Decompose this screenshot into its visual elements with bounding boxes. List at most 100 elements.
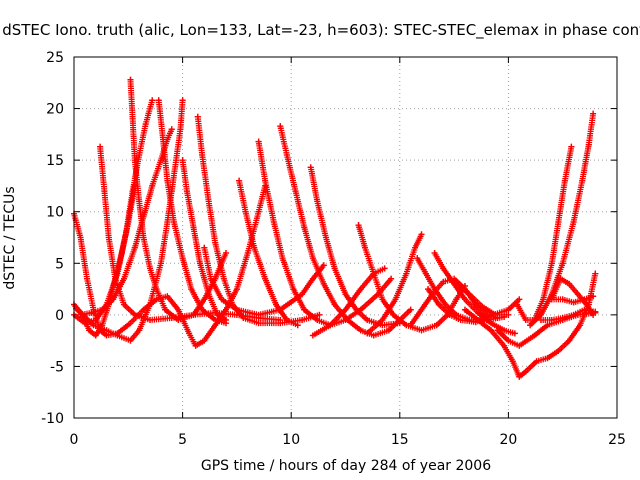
data-point	[353, 306, 360, 313]
data-point	[199, 306, 206, 313]
data-point	[407, 306, 414, 313]
axis-ticks: 0 5 10 15 20 25 -10 -5 0 5 10 15 20 25	[41, 50, 626, 448]
data-point	[164, 177, 171, 184]
data-point	[577, 322, 584, 329]
data-point	[559, 296, 566, 303]
data-point	[559, 314, 566, 321]
data-point	[537, 317, 544, 324]
data-point	[188, 286, 195, 293]
data-point	[86, 327, 93, 334]
data-point	[147, 265, 154, 272]
data-point	[474, 317, 481, 324]
series-arc-26	[527, 110, 597, 329]
data-point	[194, 113, 201, 120]
data-point	[155, 97, 162, 104]
data-point	[290, 286, 297, 293]
data-point	[131, 157, 138, 164]
data-point	[548, 296, 555, 303]
data-point	[379, 322, 386, 329]
data-point	[322, 234, 329, 241]
data-point	[492, 311, 499, 318]
data-point	[84, 275, 91, 282]
data-point	[283, 317, 290, 324]
data-point	[566, 337, 573, 344]
data-point	[255, 311, 262, 318]
data-point	[433, 322, 440, 329]
data-series	[71, 76, 599, 380]
data-point	[131, 244, 138, 251]
series-arc-11	[201, 244, 327, 318]
plot-frame	[73, 56, 618, 419]
data-point	[307, 164, 314, 171]
data-point	[461, 296, 468, 303]
data-point	[414, 255, 421, 262]
x-axis-label: GPS time / hours of day 284 of year 2006	[201, 458, 491, 474]
data-point	[88, 309, 95, 316]
data-point	[201, 244, 208, 251]
data-point	[516, 373, 523, 380]
data-point	[544, 355, 551, 362]
data-point	[218, 296, 225, 303]
data-point	[505, 306, 512, 313]
data-point	[412, 244, 419, 251]
data-point	[127, 76, 134, 83]
series-arc-25	[514, 143, 575, 324]
data-point	[527, 322, 534, 329]
data-point	[127, 337, 134, 344]
y-tick-label: 25	[46, 50, 64, 66]
data-point	[192, 342, 199, 349]
data-point	[223, 249, 230, 256]
data-point	[199, 151, 206, 158]
data-point	[488, 320, 495, 327]
data-point	[555, 219, 562, 226]
data-point	[381, 265, 388, 272]
series-arc-17	[309, 265, 388, 339]
data-point	[309, 275, 316, 282]
data-point	[140, 234, 147, 241]
data-point	[425, 286, 432, 293]
data-point	[301, 306, 308, 313]
grid	[74, 57, 617, 418]
series-arc-14	[277, 123, 414, 339]
data-point	[392, 296, 399, 303]
data-point	[540, 296, 547, 303]
data-point	[212, 322, 219, 329]
data-point	[570, 299, 577, 306]
data-point	[568, 143, 575, 150]
data-point	[570, 219, 577, 226]
data-point	[488, 327, 495, 334]
x-tick-label: 25	[608, 432, 626, 448]
data-point	[446, 311, 453, 318]
y-tick-label: 20	[46, 102, 64, 118]
data-point	[592, 270, 599, 277]
series-markers	[514, 143, 575, 323]
data-point	[320, 262, 327, 269]
data-point	[403, 270, 410, 277]
data-point	[105, 234, 112, 241]
data-point	[574, 291, 581, 298]
data-point	[474, 309, 481, 316]
data-point	[327, 322, 334, 329]
data-point	[99, 322, 106, 329]
data-point	[466, 291, 473, 298]
data-point	[170, 219, 177, 226]
data-point	[129, 188, 136, 195]
data-point	[92, 332, 99, 339]
data-point	[201, 296, 208, 303]
data-point	[559, 260, 566, 267]
data-point	[272, 301, 279, 308]
data-point	[103, 327, 110, 334]
x-tick-label: 20	[499, 432, 517, 448]
data-point	[537, 311, 544, 318]
data-point	[168, 126, 175, 133]
data-point	[501, 327, 508, 334]
data-point	[212, 317, 219, 324]
data-point	[179, 255, 186, 262]
data-point	[101, 188, 108, 195]
data-point	[364, 317, 371, 324]
data-point	[255, 320, 262, 327]
data-point	[177, 126, 184, 133]
series-arc-5	[77, 126, 175, 318]
data-point	[583, 301, 590, 308]
data-point	[175, 306, 182, 313]
